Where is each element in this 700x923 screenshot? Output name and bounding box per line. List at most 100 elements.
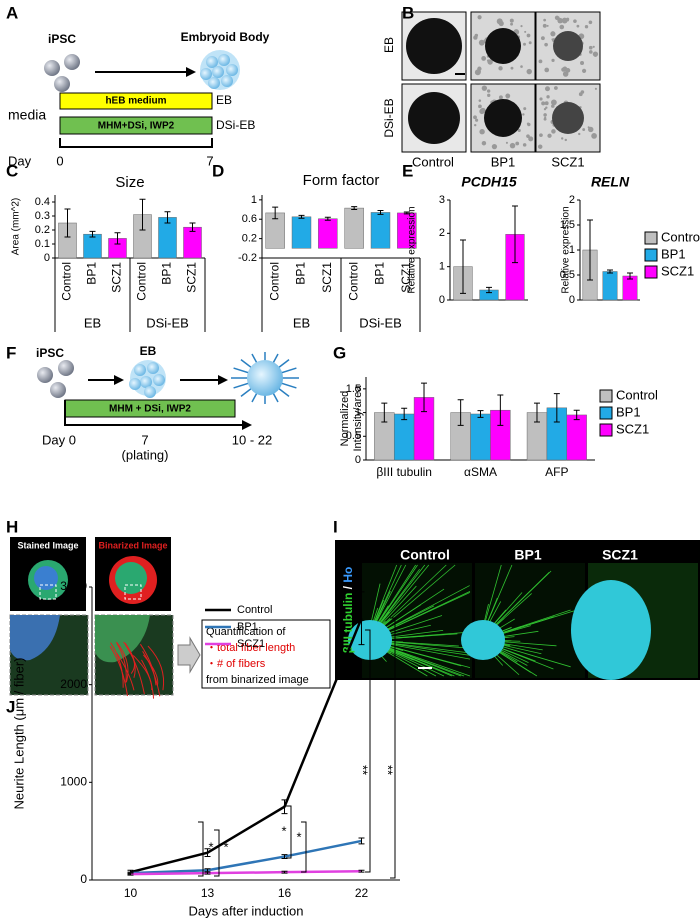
neurosphere-icon: [230, 351, 299, 405]
texture: [581, 68, 587, 73]
texture: [588, 20, 593, 25]
panel-label: D: [212, 161, 224, 180]
group-label: DSi-EB: [146, 315, 189, 330]
y-axis-label: Neurite Length (μm / fiber): [11, 658, 26, 810]
arrow: [177, 636, 201, 674]
texture: [587, 126, 594, 133]
texture: [580, 60, 585, 65]
error-bar: [64, 208, 71, 238]
texture: [487, 93, 491, 97]
column-label: BP1: [514, 547, 541, 563]
bar: [370, 212, 391, 249]
embryoid-body: [553, 31, 583, 61]
label: iPSC: [36, 346, 64, 360]
texture: [591, 133, 597, 139]
bar: [393, 413, 415, 461]
y-tick-label: 3: [439, 194, 445, 206]
y-axis-label: Relative expression: [561, 206, 572, 293]
texture: [528, 41, 532, 45]
label: Day 0: [42, 432, 76, 447]
panel-label: E: [402, 161, 413, 180]
chart-title: PCDH15: [461, 174, 516, 190]
label: 7: [141, 432, 148, 447]
texture: [578, 132, 581, 136]
embryoid-body: [406, 18, 462, 74]
significance: *: [223, 839, 228, 854]
texture: [520, 65, 523, 68]
legend-swatch: [644, 248, 658, 262]
error-bar: [358, 869, 365, 873]
texture: [550, 99, 557, 106]
fiber: [147, 645, 165, 691]
y-tick-label: 0: [355, 454, 361, 466]
y-tick-label: 2: [569, 194, 575, 206]
error-bar: [281, 870, 288, 874]
error-bar: [298, 214, 305, 219]
texture: [542, 23, 547, 28]
texture: [481, 140, 487, 146]
error-bar: [281, 799, 288, 815]
y-tick-label: 0.5: [560, 269, 575, 281]
legend-swatch: [599, 423, 613, 437]
fiber: [143, 654, 159, 686]
timeline: [59, 138, 213, 148]
texture: [509, 18, 514, 23]
texture: [557, 16, 560, 19]
y-tick-label: 0.2: [35, 224, 50, 236]
label: 7: [206, 153, 213, 168]
stain: βIII tubulin: [341, 593, 355, 654]
chart-title: Form factor: [303, 172, 380, 189]
y-tick-label: -0.2: [238, 252, 257, 264]
legend-label: BP1: [237, 621, 258, 633]
error-bar: [139, 198, 146, 231]
panel-f: iPSC EB MHM + DSi, IWP2 Day 0 7 (plating…: [36, 344, 299, 462]
y-axis-label: Intensity/area: [352, 385, 364, 452]
error-bar: [204, 871, 211, 875]
label: Day: [8, 153, 32, 168]
error-bar: [627, 272, 633, 280]
series-line: [130, 869, 362, 876]
texture: [509, 142, 516, 149]
texture: [474, 123, 477, 127]
y-tick-label: 2000: [60, 677, 87, 691]
texture: [526, 134, 530, 138]
legend-label: SCZ1: [616, 421, 649, 436]
x-tick-label: SCZ1: [185, 262, 199, 293]
y-tick-label: 1: [251, 194, 257, 206]
fiber: [142, 650, 161, 697]
texture: [544, 67, 550, 73]
panel-a: iPSC Embryoid Body hEB medium EB MHM+DSi…: [8, 30, 270, 168]
texture: [479, 129, 485, 135]
label: iPSC: [48, 32, 76, 46]
label: EB: [140, 344, 157, 358]
texture: [551, 129, 556, 134]
embryoid-body: [485, 28, 521, 64]
column-label: SCZ1: [602, 547, 638, 563]
fiber: [109, 646, 128, 697]
texture: [477, 15, 482, 20]
column-label: SCZ1: [551, 154, 584, 169]
label: EB: [216, 93, 232, 107]
media-box: [59, 92, 213, 110]
y-tick-label: 1.5: [346, 383, 361, 395]
texture: [486, 89, 491, 93]
error-bar: [553, 393, 560, 423]
texture: [517, 128, 521, 133]
texture: [498, 20, 504, 27]
media-box: [59, 116, 213, 135]
y-tick-label: 2: [439, 227, 445, 239]
embryoid-body: [408, 92, 460, 144]
texture: [540, 36, 545, 41]
texture: [547, 133, 552, 138]
texture: [478, 99, 482, 102]
zoom-box: [39, 584, 57, 600]
error-bar: [89, 230, 96, 238]
texture: [526, 68, 532, 75]
group-label: EB: [293, 315, 310, 330]
significance-bracket: [286, 805, 292, 859]
texture: [539, 133, 543, 138]
legend-swatch: [599, 406, 613, 420]
label: from binarized image: [206, 674, 309, 686]
label: Binarized Image: [98, 540, 167, 550]
texture: [522, 143, 527, 147]
